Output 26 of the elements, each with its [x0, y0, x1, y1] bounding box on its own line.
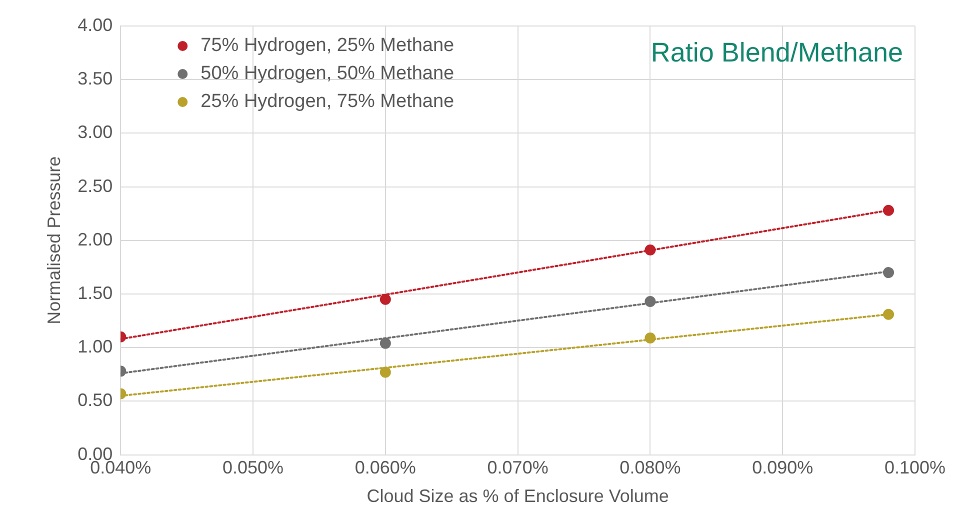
x-tick-label: 0.070%	[487, 458, 548, 478]
y-tick-label: 2.50	[78, 176, 113, 196]
annotation: Ratio Blend/Methane	[650, 37, 903, 68]
y-tick-label: 3.50	[78, 68, 113, 89]
x-tick-label: 0.080%	[620, 458, 681, 478]
legend-label: 25% Hydrogen, 75% Methane	[200, 91, 454, 112]
point	[883, 267, 894, 278]
x-tick-label: 0.050%	[222, 458, 284, 478]
x-tick-label: 0.100%	[884, 458, 946, 478]
legend-label: 50% Hydrogen, 50% Methane	[200, 63, 454, 84]
legend-label: 75% Hydrogen, 25% Methane	[200, 35, 454, 56]
x-tick-label: 0.060%	[354, 458, 416, 478]
x-tick-label: 0.090%	[752, 458, 814, 478]
y-tick-label: 3.00	[78, 122, 113, 142]
y-tick-label: 1.00	[78, 336, 113, 357]
point	[883, 204, 894, 216]
point	[644, 244, 656, 256]
y-tick-label: 4.00	[78, 14, 113, 35]
point	[644, 296, 656, 308]
y-tick-label: 1.50	[78, 282, 113, 303]
y-axis-title: Normalised Pressure	[44, 156, 64, 324]
point	[883, 308, 894, 320]
y-tick-label: 0.50	[78, 390, 113, 410]
point	[644, 332, 656, 344]
y-tick-label: 2.00	[78, 229, 113, 250]
x-axis-title: Cloud Size as % of Enclosure Volume	[366, 486, 669, 506]
